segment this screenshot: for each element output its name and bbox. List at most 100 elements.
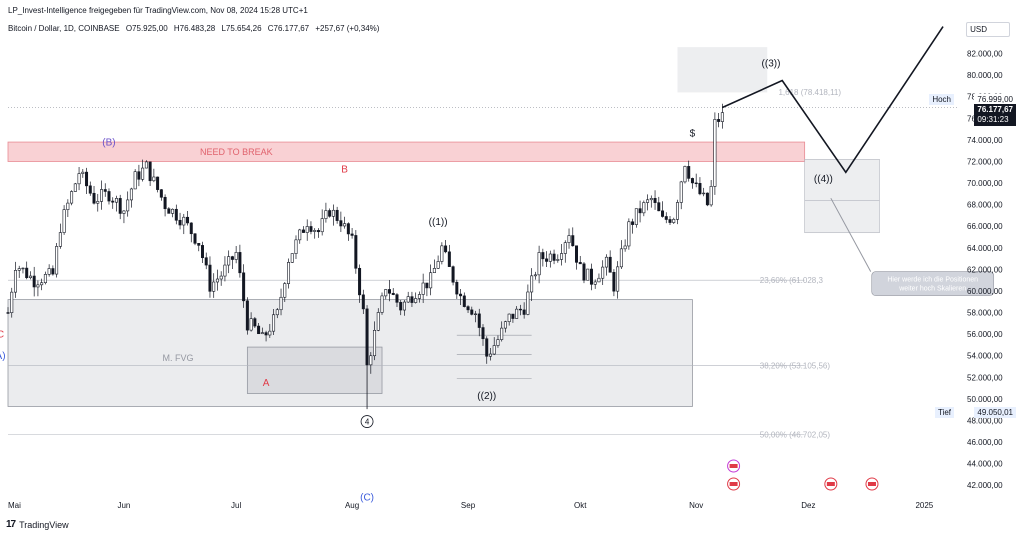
candle-body: [690, 178, 694, 184]
candle-body: [604, 256, 608, 268]
publisher-line: LP_Invest-Intelligence freigegeben für T…: [8, 6, 308, 15]
candle-body: [522, 309, 526, 315]
y-tick-label: 48.000,00: [967, 416, 1003, 425]
candle-body: [346, 223, 350, 235]
fib-label: 23,60% (61.028,3: [760, 276, 824, 285]
y-tick-label: 54.000,00: [967, 352, 1003, 361]
candle-body: [642, 202, 646, 214]
candle-body: [36, 284, 40, 288]
zones-layer: NEED TO BREAK M. FVG: [7, 47, 958, 435]
us-flag-icon-flag: [826, 482, 835, 486]
low-value: 49.050,01: [974, 407, 1016, 418]
wave-label: A: [263, 378, 270, 389]
candle-body: [260, 332, 264, 335]
us-flag-icon[interactable]: [824, 477, 838, 491]
candle-body: [114, 198, 118, 203]
candle-body: [350, 233, 354, 236]
candle-body: [664, 216, 668, 220]
candle-body: [488, 353, 492, 357]
candle-body: [245, 300, 249, 331]
candle-body: [503, 321, 507, 329]
y-tick-label: 82.000,00: [967, 50, 1003, 59]
candle-body: [661, 210, 665, 217]
x-tick-label: Aug: [345, 501, 359, 510]
wave-4-marker-text: 4: [365, 418, 370, 427]
wave-projection-line: [722, 26, 944, 174]
candle-body: [335, 209, 339, 221]
candle-body: [485, 338, 489, 357]
candle-body: [369, 355, 373, 366]
candle-body: [193, 233, 197, 244]
current-price-value: 76.177,67: [977, 105, 1013, 114]
event-icon-lightning[interactable]: [727, 459, 741, 473]
us-flag-icon-flag: [867, 482, 876, 486]
candle-body: [608, 256, 612, 273]
us-flag-icon[interactable]: [865, 477, 879, 491]
wave4-zone: [804, 159, 880, 234]
projection-layer: [722, 26, 944, 174]
symbol-info: Bitcoin / Dollar, 1D, COINBASE O75.925,0…: [8, 24, 379, 33]
ohlc-change: +257,67 (+0,34%): [315, 24, 380, 33]
x-tick-label: 2025: [915, 501, 933, 510]
candle-body: [391, 292, 395, 295]
candle-body: [100, 189, 104, 202]
candle-body: [683, 166, 687, 183]
candle-body: [287, 262, 291, 284]
y-tick-label: 64.000,00: [967, 244, 1003, 253]
candle-body: [361, 294, 365, 310]
candle-body: [290, 253, 294, 263]
candle-body: [601, 266, 605, 279]
candle-body: [462, 295, 466, 307]
candle-body: [616, 266, 620, 292]
fibonacci-layer: 1,618 (78.418,11) 23,60% (61.028,3 38,20% …: [760, 88, 842, 439]
candle-body: [242, 272, 246, 302]
y-tick-label: 42.000,00: [967, 481, 1003, 490]
candle-body: [316, 230, 320, 233]
candle-body: [171, 208, 175, 214]
candle-body: [309, 226, 313, 232]
candle-body: [414, 298, 418, 303]
candle-body: [589, 268, 593, 285]
candle-body: [657, 202, 661, 212]
candle-body: [358, 267, 362, 296]
event-icons-layer[interactable]: [727, 459, 879, 491]
candle-body: [212, 281, 216, 292]
candle-body: [272, 314, 276, 332]
ohlc-close: C76.177,67: [267, 24, 310, 33]
candle-body: [518, 308, 522, 311]
ohlc-high: H76.483,28: [173, 24, 216, 33]
wave-label: $: [690, 129, 696, 140]
candle-body: [537, 252, 541, 276]
candle-body: [395, 294, 399, 303]
candle-body: [178, 219, 182, 226]
currency-button[interactable]: USD: [966, 22, 1010, 37]
candle-body: [702, 192, 706, 195]
candle-body: [339, 220, 343, 227]
annotation-box: [871, 271, 995, 296]
candle-body: [227, 256, 231, 266]
candle-body: [129, 188, 133, 201]
candle-body: [533, 274, 537, 277]
candle-body: [73, 183, 77, 192]
footer: 17 TradingView: [6, 519, 69, 530]
candle-body: [492, 345, 496, 355]
y-tick-label: 68.000,00: [967, 201, 1003, 210]
candle-body: [28, 275, 32, 279]
y-tick-label: 80.000,00: [967, 71, 1003, 80]
candle-body: [631, 221, 635, 225]
annotation-pointer: [830, 197, 872, 272]
candle-body: [70, 191, 74, 204]
candle-body: [301, 229, 305, 233]
candle-body: [698, 183, 702, 195]
candle-body: [141, 167, 145, 180]
candle-body: [444, 245, 448, 253]
zone-box: [7, 141, 806, 162]
candle-body: [47, 268, 51, 275]
candle-body: [474, 313, 478, 315]
candle-body: [298, 229, 302, 241]
us-flag-icon[interactable]: [727, 477, 741, 491]
candle-body: [156, 176, 160, 190]
candle-body: [126, 199, 130, 212]
candle-body: [541, 252, 545, 260]
